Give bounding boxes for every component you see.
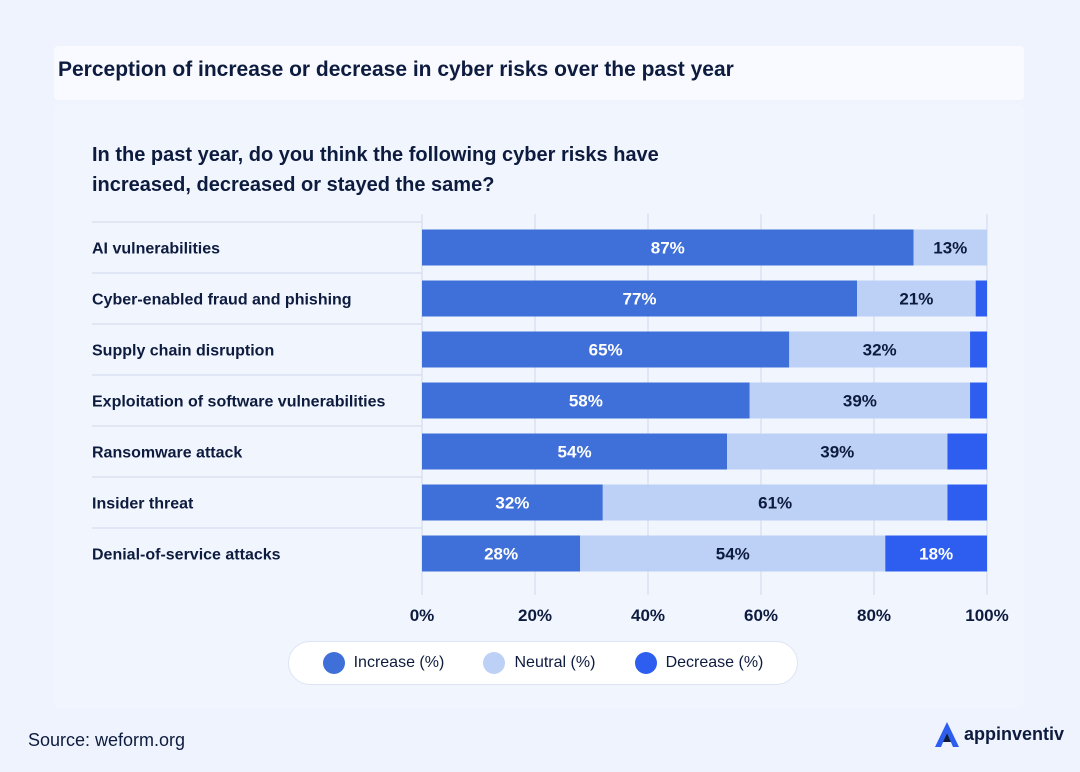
legend-item-increase: Increase (%) [322,652,445,674]
bar-segment [422,535,581,572]
x-tick-label: 20% [518,606,552,625]
bar-segment [885,535,987,572]
legend-swatch-neutral [483,652,506,674]
bar-value-label: 32% [495,494,529,513]
bar-value-label: 58% [569,392,603,411]
bar-segment [970,382,987,419]
bar-segment [422,280,858,317]
x-tick-label: 40% [631,606,665,625]
category-label: Ransomware attack [92,445,242,462]
x-tick-label: 60% [744,606,778,625]
bar-value-label: 54% [716,545,750,564]
bar-value-label: 61% [758,494,792,513]
bar-segment [422,382,750,419]
bar-segment [947,484,987,521]
category-label: Exploitation of software vulnerabilities [92,394,385,411]
source-text: Source: weform.org [28,730,186,750]
legend-label-increase: Increase (%) [353,654,445,671]
bar-segment [422,229,914,266]
brand-name: appinventiv [964,723,1065,744]
bar-value-label: 65% [589,341,623,360]
x-tick-label: 0% [410,606,435,625]
bar-segment [857,280,976,317]
a-logo-icon [935,722,959,747]
category-label: Cyber-enabled fraud and phishing [92,292,352,309]
bar-segment [602,484,948,521]
x-tick-label: 80% [857,606,891,625]
bar-segment [913,229,987,266]
legend-swatch-decrease [634,652,657,674]
legend-label-decrease: Decrease (%) [665,654,764,671]
category-label: AI vulnerabilities [92,241,220,258]
bar-segment [422,433,728,470]
bar-segment [727,433,948,470]
title-bar: Perception of increase or decrease in cy… [54,46,1024,100]
x-tick-label: 100% [965,606,1008,625]
chart-question: In the past year, do you think the follo… [92,144,659,196]
chart-title: Perception of increase or decrease in cy… [58,58,734,81]
bar-segment [422,484,603,521]
bar-value-label: 77% [623,290,657,309]
bar-segment [580,535,886,572]
bar-value-label: 21% [899,290,933,309]
legend-item-decrease: Decrease (%) [634,652,764,674]
bar-segment [947,433,987,470]
category-label: Supply chain disruption [92,343,274,360]
bar-value-label: 28% [484,545,518,564]
legend-item-neutral: Neutral (%) [483,652,595,674]
bar-value-label: 39% [820,443,854,462]
bar-value-label: 87% [651,239,685,258]
category-label: Denial-of-service attacks [92,547,281,564]
bar-value-label: 39% [843,392,877,411]
bar-segment [970,331,987,368]
bar-value-label: 32% [863,341,897,360]
legend-label-neutral: Neutral (%) [514,654,596,671]
bar-segment [789,331,971,368]
bar-segment [422,331,790,368]
bar-value-label: 18% [919,545,953,564]
bar-segment [749,382,971,419]
bar-value-label: 13% [933,239,967,258]
bar-value-label: 54% [558,443,592,462]
bar-segment [975,280,987,317]
category-label: Insider threat [92,496,194,513]
legend-swatch-increase [322,652,345,674]
legend: Increase (%) Neutral (%) Decrease (%) [288,641,798,685]
brand: appinventiv [934,720,1064,748]
